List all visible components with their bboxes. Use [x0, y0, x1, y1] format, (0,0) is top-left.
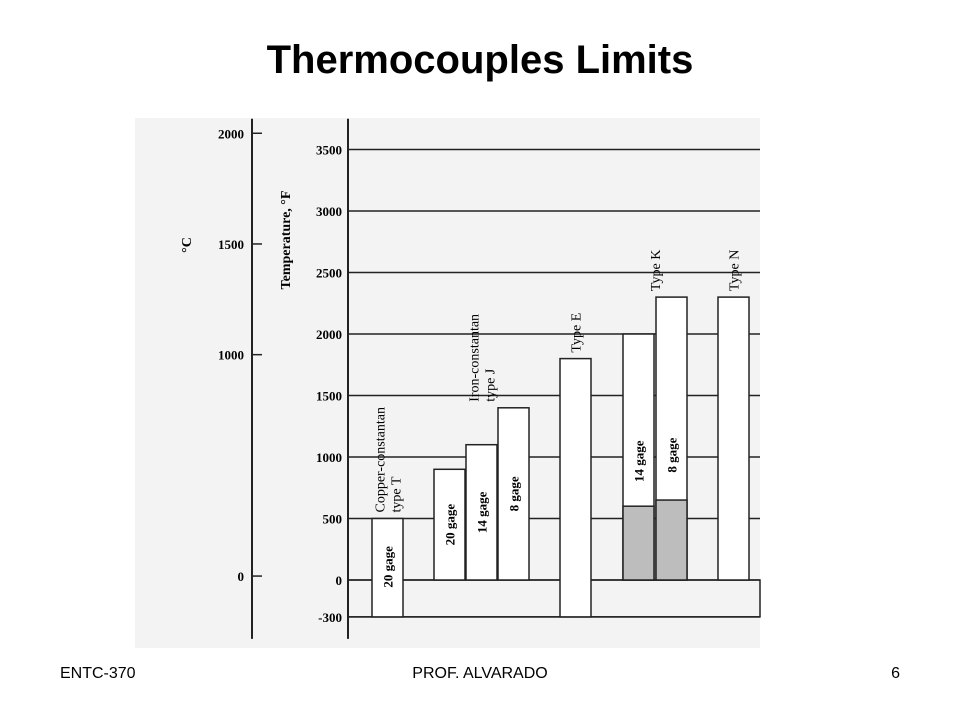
bar-shaded — [655, 499, 688, 581]
bar — [433, 468, 466, 581]
slide-title: Thermocouples Limits — [267, 38, 694, 82]
y2-tick-label: 2000 — [218, 126, 244, 141]
bar-label: 14 gage — [475, 491, 490, 533]
group-label: Type N — [728, 250, 743, 291]
y-tick-label: 500 — [323, 512, 343, 527]
footer-right: 6 — [891, 665, 900, 682]
bar — [559, 357, 592, 618]
y-tick-label: 3000 — [316, 204, 342, 219]
y2-axis-label: °C — [180, 237, 195, 253]
y-tick-label: 2500 — [316, 266, 342, 281]
bar — [465, 443, 498, 581]
footer-center: PROF. ALVARADO — [412, 665, 547, 682]
bar-label: 8 gage — [507, 476, 522, 511]
bar-label: 20 gage — [381, 546, 396, 588]
y-tick-label: 1500 — [316, 389, 342, 404]
y-tick-label: 2000 — [316, 327, 342, 342]
bar-shaded — [622, 505, 655, 581]
chart: -300 0 500 1000 1500 2000 2500 3000 3500 0 1000 150… — [180, 118, 761, 639]
y2-tick-label: 0 — [238, 569, 245, 584]
group-label: Type K — [649, 250, 664, 291]
bar — [717, 296, 750, 581]
y2-tick-label: 1500 — [218, 237, 244, 252]
bar — [497, 407, 530, 581]
group-label: type J — [484, 368, 499, 402]
bar-label: 8 gage — [665, 437, 680, 472]
group-label: Iron-constantan — [468, 314, 483, 402]
bar-label: 14 gage — [632, 440, 647, 482]
y-axis-label: Temperature, °F — [279, 191, 294, 290]
y-tick-label: 3500 — [316, 143, 342, 158]
group-label: Copper-constantan — [374, 407, 389, 512]
footer-left: ENTC-370 — [60, 665, 136, 682]
sub-zero-band — [347, 579, 761, 618]
group-label: type T — [390, 476, 405, 512]
y-tick-label: 0 — [336, 573, 343, 588]
bar — [371, 517, 404, 618]
group-label: Type E — [570, 313, 585, 353]
y-tick-label: -300 — [318, 610, 342, 625]
y2-tick-label: 1000 — [218, 348, 244, 363]
y-tick-label: 1000 — [316, 450, 342, 465]
bar-label: 20 gage — [443, 504, 458, 546]
